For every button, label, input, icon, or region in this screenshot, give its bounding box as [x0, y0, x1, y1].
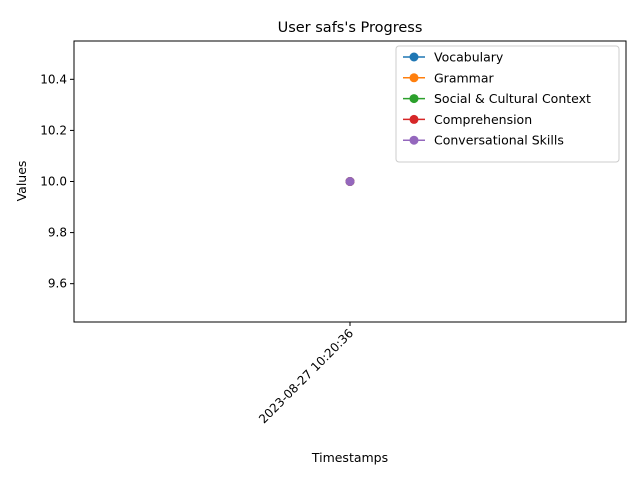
y-tick-label: 10.0: [40, 175, 67, 189]
legend-marker: [409, 73, 419, 83]
legend-label: Social & Cultural Context: [434, 91, 591, 106]
x-tick-label: 2023-08-27 10:20:36: [256, 326, 356, 426]
y-tick-label: 10.2: [40, 123, 67, 137]
legend-marker: [409, 114, 419, 124]
legend-marker: [409, 94, 419, 104]
legend-label: Conversational Skills: [434, 133, 564, 148]
y-tick-label: 10.4: [40, 72, 67, 86]
legend-label: Grammar: [434, 70, 494, 85]
y-tick-label: 9.8: [48, 226, 67, 240]
legend-item: Conversational Skills: [403, 133, 564, 148]
legend-item: Grammar: [403, 70, 494, 85]
series-conversational-skills: [345, 177, 355, 186]
y-axis-label: Values: [14, 161, 29, 202]
data-point: [345, 177, 355, 186]
legend-marker: [409, 135, 419, 145]
y-axis: 9.6 9.8 10.0 10.2 10.4: [40, 72, 74, 291]
series-layer: [345, 177, 355, 186]
x-axis: 2023-08-27 10:20:36: [256, 322, 356, 426]
legend-item: Vocabulary: [403, 50, 504, 65]
legend-label: Vocabulary: [434, 50, 504, 65]
legend-item: Comprehension: [403, 112, 532, 127]
x-axis-label: Timestamps: [311, 450, 388, 465]
legend: Vocabulary Grammar Social & Cultural Conte…: [395, 45, 620, 163]
chart-title: User safs's Progress: [278, 20, 423, 36]
legend-label: Comprehension: [434, 112, 532, 127]
y-tick-label: 9.6: [48, 277, 67, 291]
legend-item: Social & Cultural Context: [403, 91, 591, 106]
legend-box: [395, 45, 620, 163]
legend-marker: [409, 52, 419, 62]
